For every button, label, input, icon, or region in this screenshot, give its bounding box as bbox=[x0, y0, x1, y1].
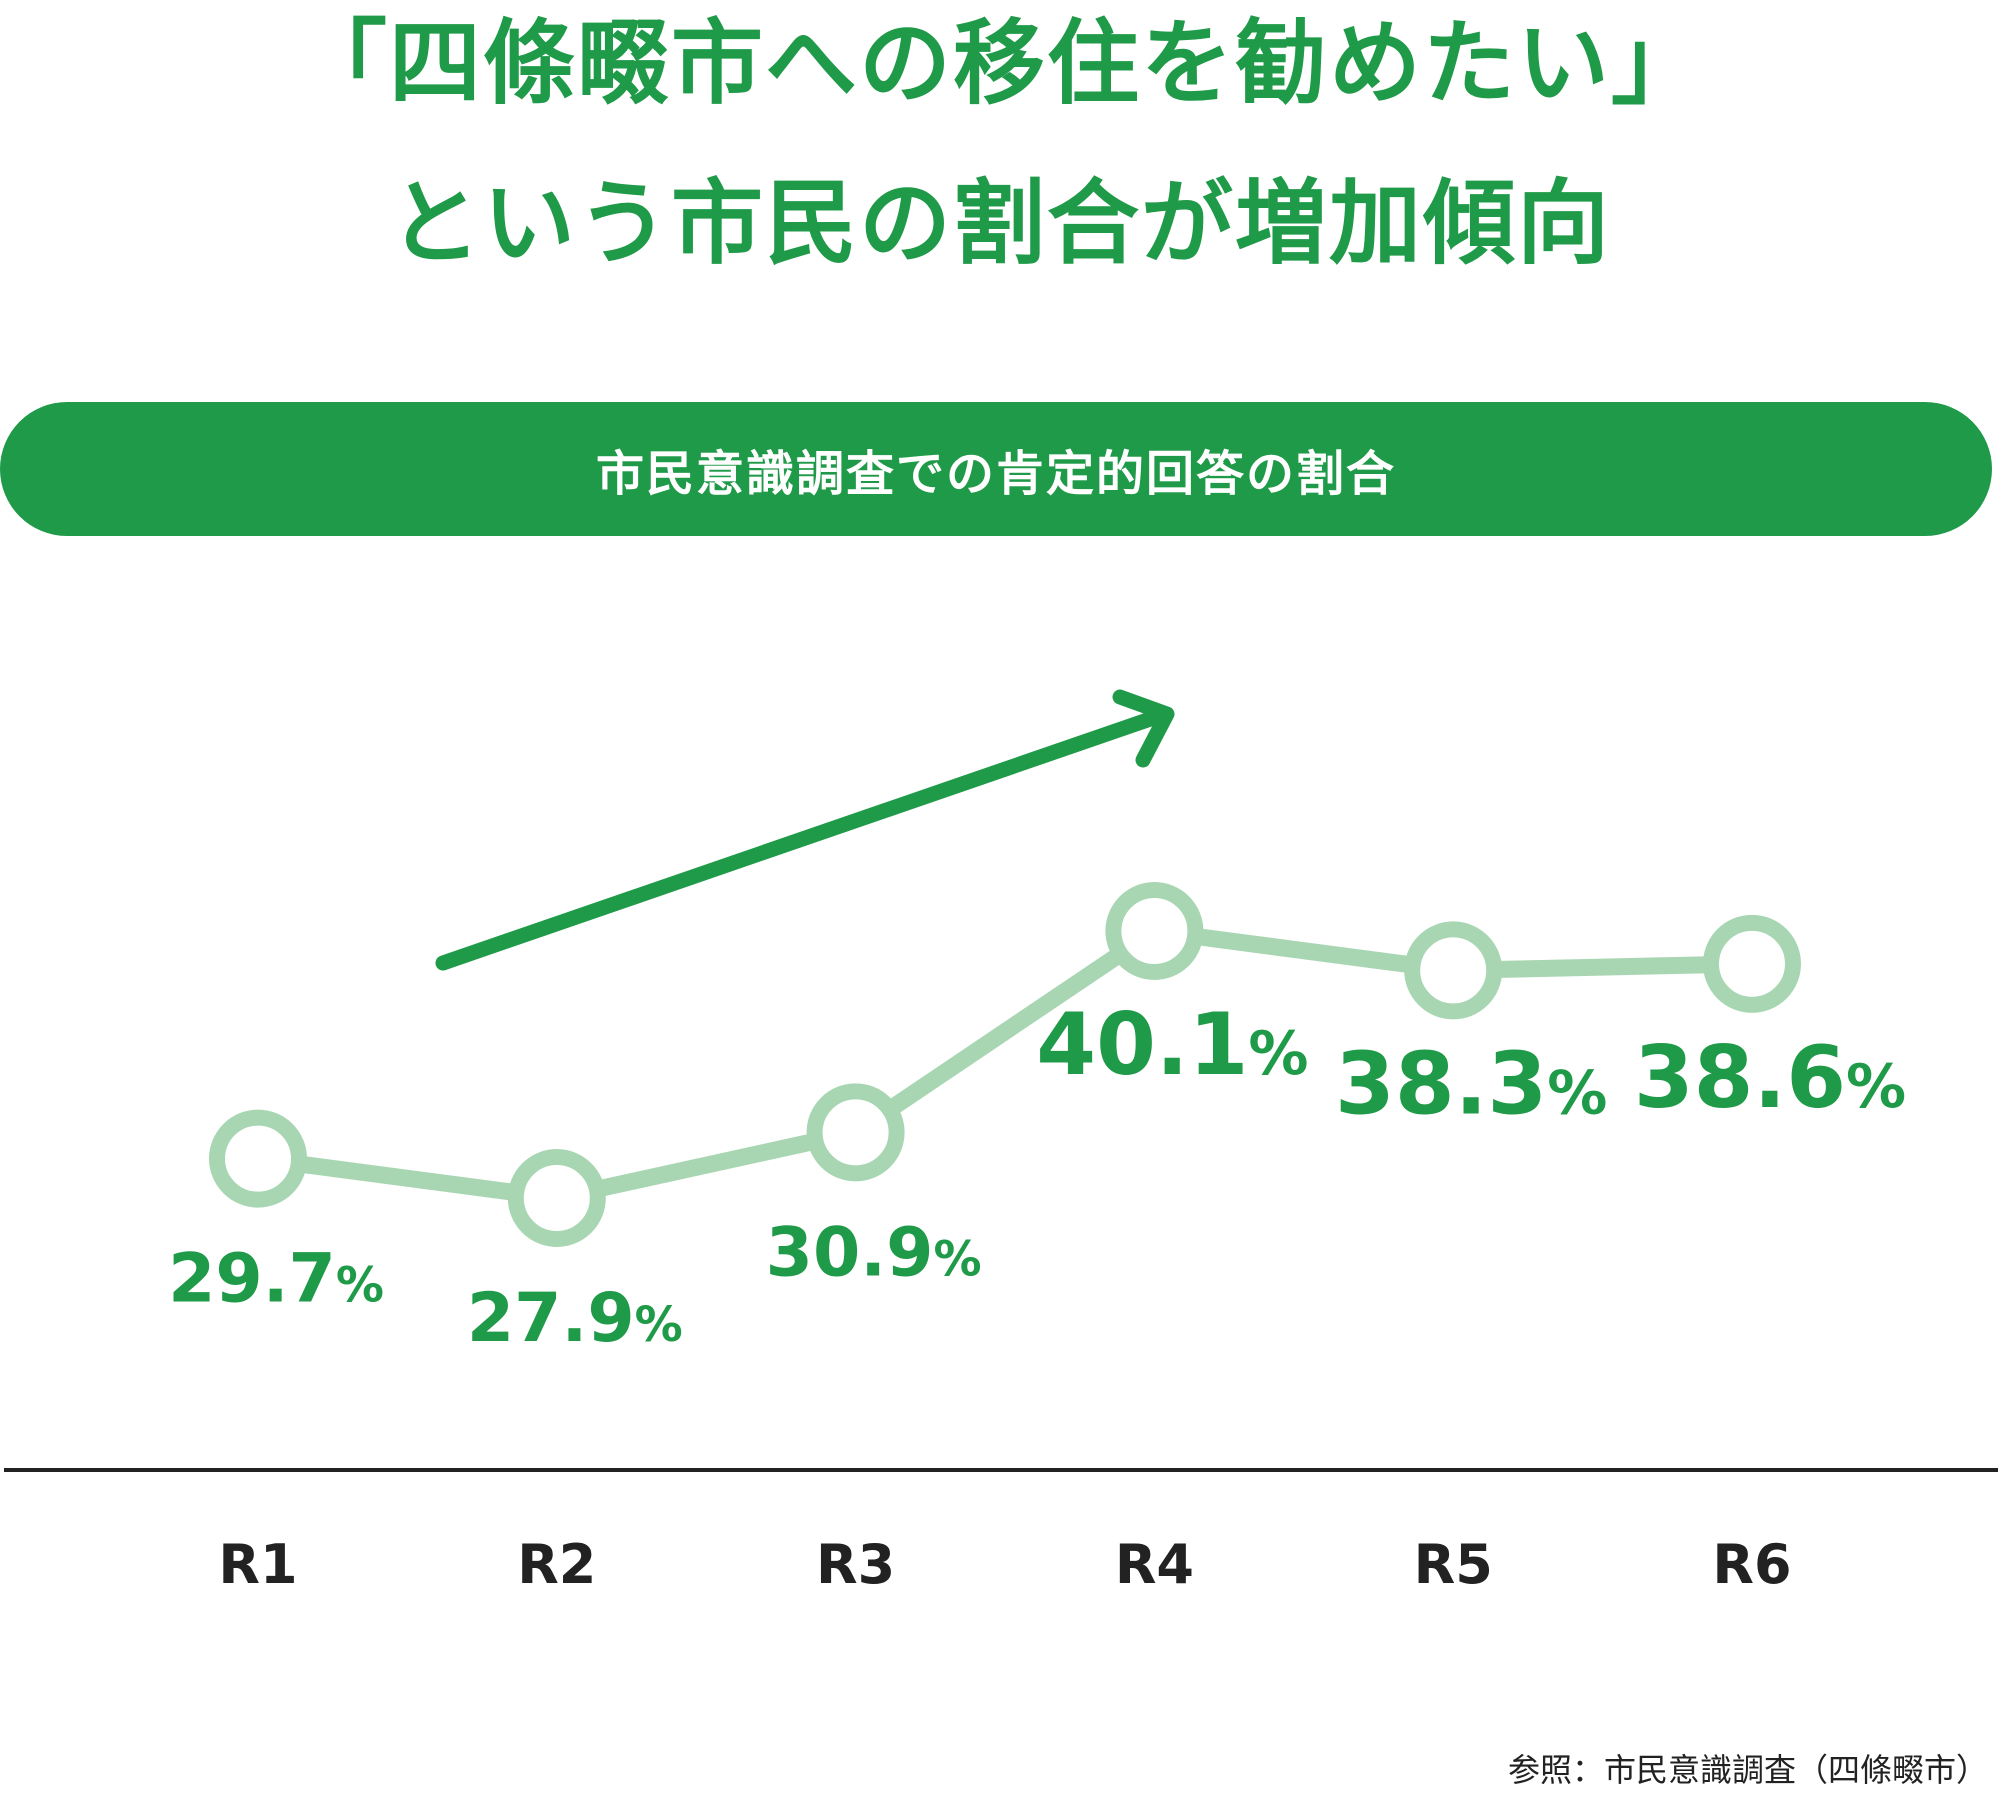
data-label-r4: 40.1% bbox=[1036, 995, 1308, 1095]
x-tick-label-r3: R3 bbox=[816, 1533, 895, 1596]
data-label-r3: 30.9% bbox=[766, 1213, 982, 1292]
data-point-r3 bbox=[806, 1083, 905, 1182]
source-note: 参照：市民意識調査（四條畷市） bbox=[1507, 1751, 1988, 1789]
data-point-r5 bbox=[1404, 921, 1503, 1020]
trend-arrow-head bbox=[1112, 689, 1175, 768]
chart-subtitle: 市民意識調査での肯定的回答の割合 bbox=[595, 446, 1396, 502]
data-label-r2: 27.9% bbox=[467, 1279, 683, 1358]
data-point-r2 bbox=[507, 1149, 606, 1247]
x-tick-label-r1: R1 bbox=[218, 1533, 297, 1596]
x-tick-label-r6: R6 bbox=[1712, 1533, 1791, 1596]
data-label-r6: 38.6% bbox=[1634, 1028, 1906, 1128]
subtitle-banner: 市民意識調査での肯定的回答の割合 bbox=[0, 402, 1992, 536]
data-label-r5: 38.3% bbox=[1335, 1034, 1607, 1134]
x-tick-label-r2: R2 bbox=[517, 1533, 596, 1596]
chart-title-line-2: という市民の割合が増加傾向 bbox=[388, 170, 1611, 277]
chart-title-line-1: 「四條畷市への移住を勧めたい」 bbox=[294, 10, 1705, 117]
x-tick-label-r4: R4 bbox=[1115, 1533, 1194, 1596]
trend-arrow-shaft bbox=[435, 707, 1170, 971]
data-point-r4 bbox=[1105, 882, 1204, 980]
x-tick-label-r5: R5 bbox=[1414, 1533, 1493, 1596]
data-point-r1 bbox=[209, 1109, 307, 1208]
series-line bbox=[256, 922, 1753, 1207]
data-label-r1: 29.7% bbox=[168, 1240, 384, 1319]
data-point-r6 bbox=[1703, 914, 1801, 1013]
